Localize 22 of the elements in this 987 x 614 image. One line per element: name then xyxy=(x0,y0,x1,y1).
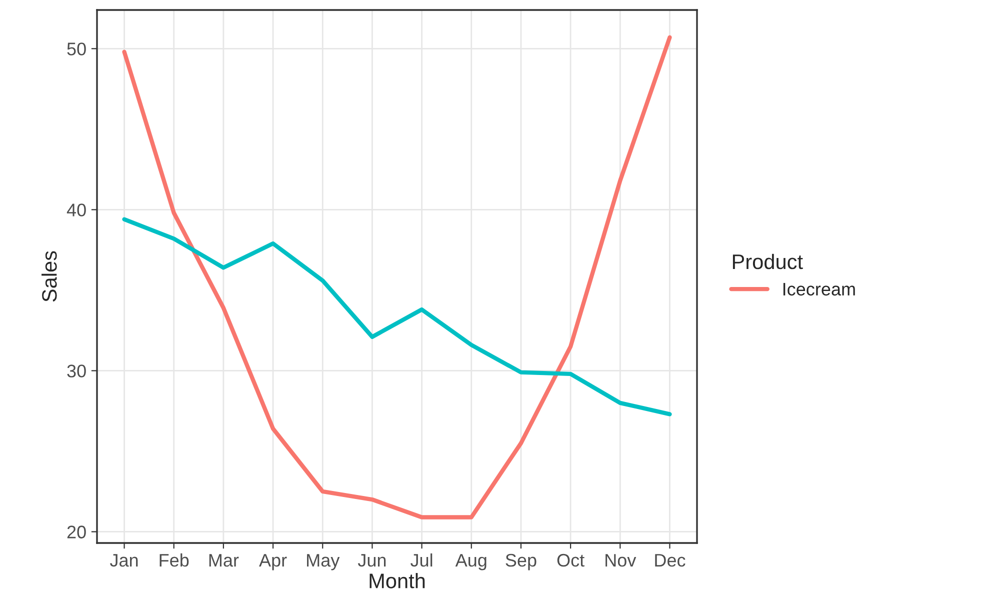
legend-title: Product xyxy=(732,254,803,270)
x-tick-label: Nov xyxy=(606,554,636,567)
x-tick-label: Sep xyxy=(506,554,536,570)
legend-label: Icecream xyxy=(783,282,855,296)
x-tick-label: Feb xyxy=(160,553,189,567)
x-tick-label: Jul xyxy=(410,553,432,567)
x-axis-title: Month xyxy=(370,573,425,588)
x-tick-label: Aug xyxy=(455,554,486,570)
x-tick-label: Jun xyxy=(358,554,386,567)
line-series xyxy=(122,35,672,520)
y-tick-label: 20 xyxy=(67,526,86,538)
x-tick-label: Oct xyxy=(557,554,584,567)
x-tick-label: Apr xyxy=(259,554,287,570)
x-tick-label: May xyxy=(307,554,340,570)
y-tick-label: 40 xyxy=(66,204,86,216)
x-tick-label: Mar xyxy=(209,554,239,567)
y-tick-label: 30 xyxy=(67,364,86,378)
y-tick-label: 50 xyxy=(67,42,86,56)
line-series xyxy=(122,217,672,416)
x-tick-label: Jan xyxy=(110,554,138,567)
y-axis-title: Sales xyxy=(42,251,57,302)
x-tick-label: Dec xyxy=(655,554,686,567)
